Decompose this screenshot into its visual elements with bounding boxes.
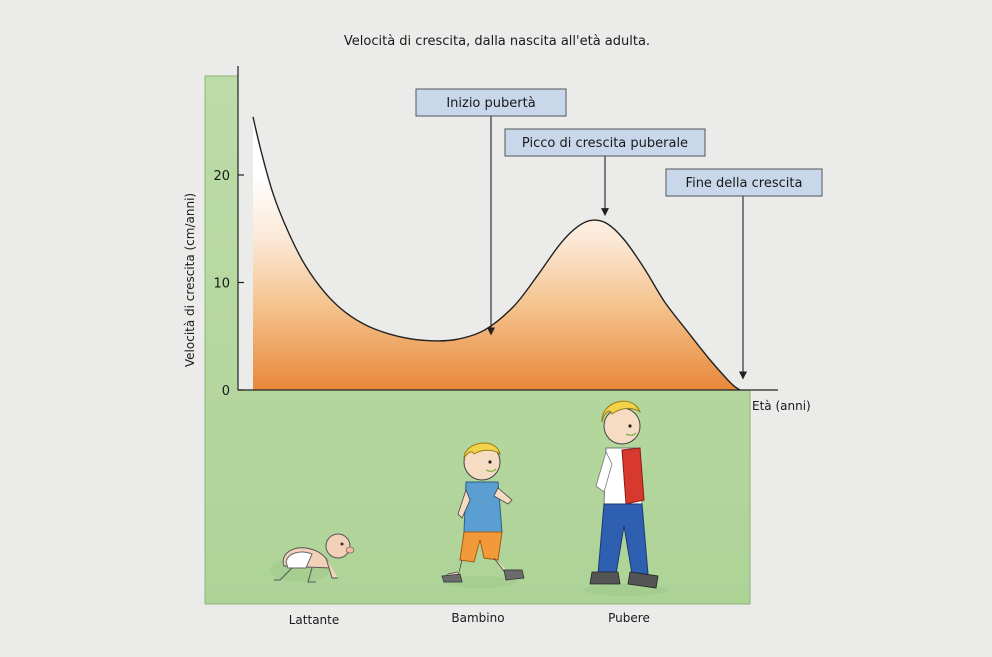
- y-tick-group: 0 10 20: [213, 169, 244, 399]
- figure-label-lattante: Lattante: [289, 613, 340, 627]
- crawling-baby-illustration: [270, 533, 355, 583]
- y-tick-label: 0: [222, 384, 230, 399]
- annotation-arrowhead: [487, 327, 495, 336]
- annotation-arrowhead: [601, 208, 609, 217]
- annotation-label: Inizio pubertà: [446, 96, 535, 111]
- y-axis-label: Velocità di crescita (cm/anni): [183, 193, 197, 367]
- y-tick-label: 20: [213, 169, 230, 184]
- growth-area-fill: [253, 116, 740, 391]
- annotation-group: Inizio pubertà Picco di crescita puberale…: [415, 88, 823, 380]
- annotation-label: Picco di crescita puberale: [522, 136, 688, 151]
- annotation-arrowhead: [739, 371, 747, 380]
- chart-title: Velocità di crescita, dalla nascita all'…: [344, 34, 650, 49]
- figure-label-pubere: Pubere: [608, 611, 650, 625]
- growth-velocity-line: [252, 116, 741, 391]
- x-axis-label: Età (anni): [752, 399, 811, 413]
- walking-child-illustration: [441, 442, 525, 588]
- figure-label-bambino: Bambino: [451, 611, 504, 625]
- plot-area: [252, 116, 741, 391]
- walking-teen-illustration: [584, 400, 668, 596]
- annotation-box: [665, 168, 823, 197]
- annotation-box: [415, 88, 567, 117]
- annotation-label: Fine della crescita: [686, 176, 803, 191]
- y-tick-label: 10: [213, 277, 230, 292]
- annotation-box: [504, 128, 706, 157]
